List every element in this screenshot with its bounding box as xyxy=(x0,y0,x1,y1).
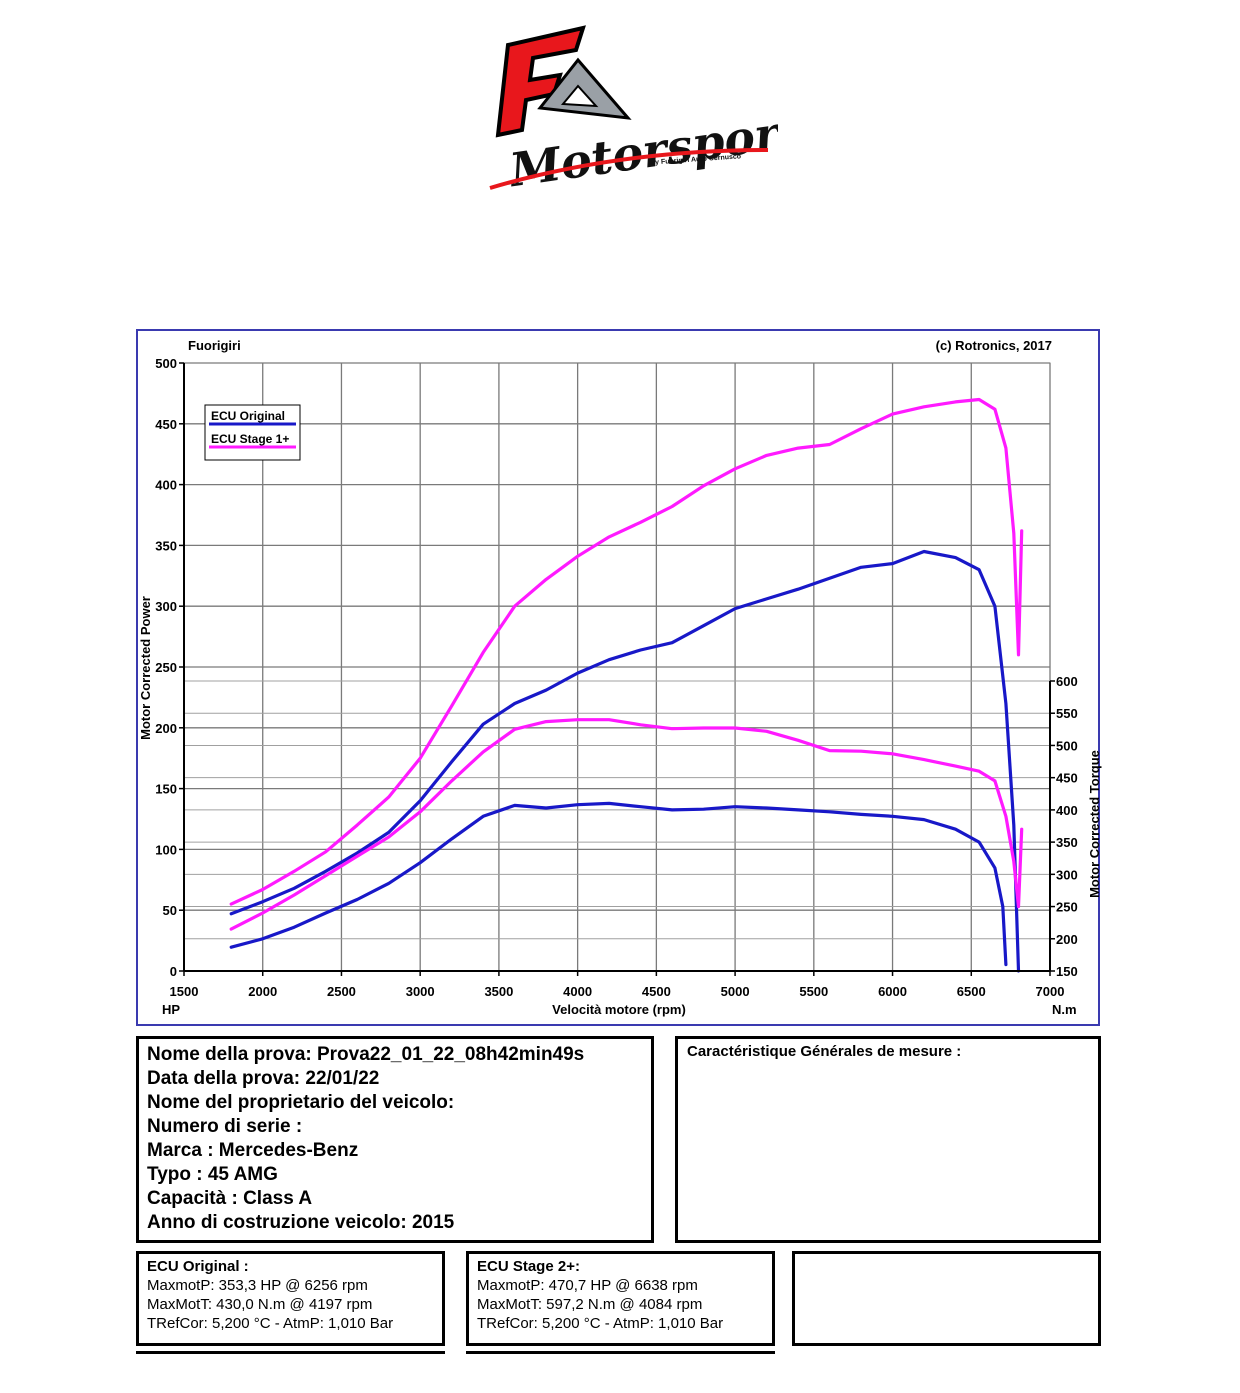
series-line-torque-stage xyxy=(229,718,1024,931)
x-tick-label: 5500 xyxy=(799,984,828,999)
y-right-tick-label: 550 xyxy=(1056,706,1078,721)
chart-axes xyxy=(179,362,1055,976)
result-max-torque: MaxMotT: 597,2 N.m @ 4084 rpm xyxy=(477,1296,703,1313)
result-max-power: MaxmotP: 353,3 HP @ 6256 rpm xyxy=(147,1277,368,1294)
y-left-tick-label: 50 xyxy=(163,903,177,918)
y-left-tick-label: 400 xyxy=(155,478,177,493)
info-owner: Nome del proprietario del veicolo: xyxy=(147,1092,455,1113)
divider xyxy=(136,1351,445,1354)
right-unit-label: N.m xyxy=(1052,1002,1077,1017)
result-max-torque: MaxMotT: 430,0 N.m @ 4197 rpm xyxy=(147,1296,373,1313)
series-line-power-stage xyxy=(229,397,1024,906)
info-serial: Numero di serie : xyxy=(147,1116,303,1137)
result-title: ECU Original : xyxy=(147,1258,249,1275)
info-test-name: Nome della prova: Prova22_01_22_08h42min… xyxy=(147,1044,585,1065)
left-unit-label: HP xyxy=(162,1002,180,1017)
chart-header-right: (c) Rotronics, 2017 xyxy=(936,338,1052,353)
result-conditions: TRefCor: 5,200 °C - AtmP: 1,010 Bar xyxy=(147,1315,394,1332)
y-right-tick-label: 300 xyxy=(1056,867,1078,882)
legend-label-stage: ECU Stage 1+ xyxy=(211,432,289,446)
chart-grid xyxy=(183,362,1051,972)
y-left-tick-label: 150 xyxy=(155,782,177,797)
info-brand: Marca : Mercedes-Benz xyxy=(147,1140,359,1161)
divider xyxy=(466,1351,775,1354)
series-line-power-original xyxy=(229,549,1021,973)
x-tick-label: 3500 xyxy=(484,984,513,999)
info-test-date: Data della prova: 22/01/22 xyxy=(147,1068,380,1089)
x-tick-label: 2500 xyxy=(327,984,356,999)
series-line-torque-original xyxy=(229,801,1008,967)
chart-legend: ECU Original ECU Stage 1+ xyxy=(204,404,301,461)
x-tick-label: 5000 xyxy=(721,984,750,999)
y-axis-right-label: Motor Corrected Torque xyxy=(1087,750,1102,898)
result-box-empty xyxy=(792,1251,1101,1346)
y-right-tick-label: 600 xyxy=(1056,674,1078,689)
x-tick-label: 6500 xyxy=(957,984,986,999)
y-left-tick-label: 500 xyxy=(155,356,177,371)
result-box-stage: ECU Stage 2+: MaxmotP: 470,7 HP @ 6638 r… xyxy=(466,1251,775,1346)
chart-header-left: Fuorigiri xyxy=(188,338,241,353)
x-tick-label: 6000 xyxy=(878,984,907,999)
result-max-power: MaxmotP: 470,7 HP @ 6638 rpm xyxy=(477,1277,698,1294)
y-left-tick-label: 450 xyxy=(155,417,177,432)
x-tick-label: 1500 xyxy=(170,984,199,999)
x-tick-label: 4500 xyxy=(642,984,671,999)
fa-motorsport-logo: Motorsport By Fuorigiri Auto Cernusco xyxy=(489,25,778,197)
general-title: Caractéristique Générales de mesure : xyxy=(687,1043,962,1060)
y-right-tick-label: 500 xyxy=(1056,738,1078,753)
chart-frame xyxy=(136,329,1100,1026)
info-capacity: Capacità : Class A xyxy=(147,1188,313,1209)
x-tick-label: 4000 xyxy=(563,984,592,999)
general-measure-box: Caractéristique Générales de mesure : xyxy=(675,1036,1101,1243)
result-box-original: ECU Original : MaxmotP: 353,3 HP @ 6256 … xyxy=(136,1251,445,1346)
info-type: Typo : 45 AMG xyxy=(147,1164,278,1185)
test-info-box: Nome della prova: Prova22_01_22_08h42min… xyxy=(136,1036,654,1243)
x-tick-label: 7000 xyxy=(1036,984,1065,999)
info-year: Anno di costruzione veicolo: 2015 xyxy=(147,1212,455,1233)
x-tick-label: 3000 xyxy=(406,984,435,999)
y-right-tick-label: 350 xyxy=(1056,835,1078,850)
result-title: ECU Stage 2+: xyxy=(477,1258,580,1275)
y-left-tick-label: 250 xyxy=(155,660,177,675)
result-conditions: TRefCor: 5,200 °C - AtmP: 1,010 Bar xyxy=(477,1315,724,1332)
y-right-tick-label: 250 xyxy=(1056,900,1078,915)
y-right-tick-label: 450 xyxy=(1056,771,1078,786)
y-right-tick-label: 200 xyxy=(1056,932,1078,947)
y-left-tick-label: 0 xyxy=(170,964,177,979)
legend-label-original: ECU Original xyxy=(211,409,285,423)
y-left-tick-label: 100 xyxy=(155,842,177,857)
y-right-tick-label: 150 xyxy=(1056,964,1078,979)
y-axis-left-label: Motor Corrected Power xyxy=(138,596,153,740)
x-axis-label: Velocità motore (rpm) xyxy=(552,1002,686,1017)
chart-lines xyxy=(229,397,1024,973)
y-left-tick-label: 350 xyxy=(155,538,177,553)
x-tick-label: 2000 xyxy=(248,984,277,999)
y-right-tick-label: 400 xyxy=(1056,803,1078,818)
y-left-tick-label: 200 xyxy=(155,721,177,736)
chart-labels: 1500 2000 2500 3000 3500 4000 4500 5000 5500 6000… xyxy=(155,356,1077,999)
y-left-tick-label: 300 xyxy=(155,599,177,614)
